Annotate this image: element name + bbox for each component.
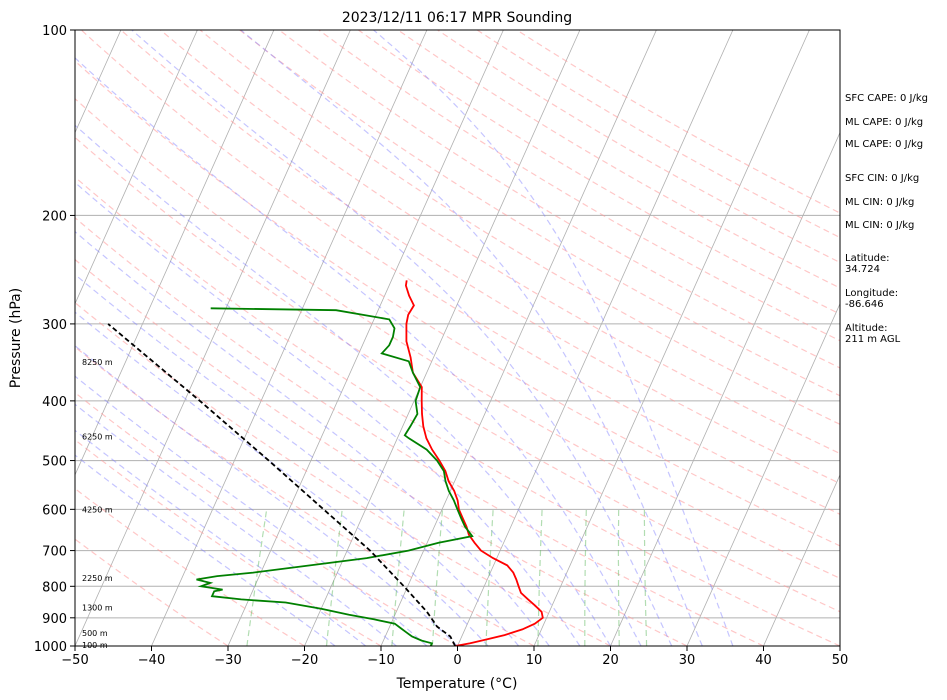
ml-cin-label: ML CIN: 0 J/kg [845,197,915,208]
y-tick-label: 900 [42,612,67,627]
mixing-ratio-line [643,509,648,646]
isotherm-line [75,30,351,646]
isotherm-line [75,30,198,305]
altitude-label: Altitude: 211 m AGL [845,323,901,345]
isotherm-line [533,30,810,646]
dry-adiabat-line [160,30,840,455]
x-axis-label: Temperature (°C) [396,676,518,692]
dry-adiabat-line [75,97,840,579]
height-label: 500 m [82,629,108,638]
temperature-profile-line [404,280,544,646]
y-tick-label: 500 [42,455,67,470]
dry-adiabat-line [75,60,840,547]
dry-adiabat-line [358,30,840,315]
moist-adiabat-line [373,30,734,646]
dry-adiabat-line [278,30,840,369]
x-tick-label: −50 [61,653,88,668]
x-tick-label: 20 [602,653,619,668]
moist-adiabat-line [75,230,550,646]
y-tick-label: 700 [42,545,67,560]
mixing-ratio-line [485,509,494,646]
y-tick-label: 200 [42,209,67,224]
mixing-ratio-line [537,509,543,646]
isotherm-line [380,30,657,646]
dry-adiabat-line [80,30,840,515]
y-tick-label: 300 [42,318,67,333]
ml-cape-label-2: ML CAPE: 0 J/kg [845,139,924,150]
ml-cape-label: ML CAPE: 0 J/kg [845,117,924,128]
x-tick-label: −40 [138,653,165,668]
mixing-ratio-line [325,509,343,646]
y-tick-label: 800 [42,580,67,595]
dewpoint-profile-line [196,307,474,646]
x-tick-label: −20 [291,653,318,668]
isotherm-line [610,131,840,646]
isotherm-line [75,30,275,476]
moist-adiabat-line [75,311,489,646]
dry-adiabat-line [199,30,840,425]
y-axis-label: Pressure (hPa) [8,288,24,388]
moist-adiabat-line [75,344,458,646]
y-tick-label: 100 [42,24,67,39]
isotherm-line [151,30,428,646]
mixing-ratio-line [246,509,268,646]
height-label: 8250 m [82,358,113,367]
longitude-label: Longitude: -86.646 [845,288,899,310]
y-tick-label: 400 [42,395,67,410]
dry-adiabat-line [120,30,840,485]
dry-adiabat-line [397,30,840,289]
isotherm-line [763,473,840,646]
latitude-label: Latitude: 34.724 [845,253,890,275]
height-label: 1300 m [82,604,113,613]
isotherm-line [457,30,734,646]
mixing-ratio-line [617,509,620,646]
moist-adiabat-line [75,273,520,646]
dry-adiabat-line [75,258,688,646]
chart-title: 2023/12/11 06:17 MPR Sounding [342,10,572,26]
x-tick-label: 30 [679,653,696,668]
sfc-cape-label: SFC CAPE: 0 J/kg [845,93,928,104]
isotherm-line [686,302,840,646]
moist-adiabat-line [75,375,428,646]
dry-adiabat-line [75,176,840,646]
dry-adiabat-line [75,439,382,646]
x-tick-label: 0 [453,653,461,668]
moist-adiabat-line [240,30,703,646]
sfc-cin-label: SFC CIN: 0 J/kg [845,173,920,184]
isotherm-line [227,30,504,646]
x-tick-label: −30 [214,653,241,668]
isotherm-line [304,30,581,646]
moist-adiabat-line [75,124,612,646]
x-tick-label: −10 [367,653,394,668]
dry-adiabat-line [75,538,229,646]
moist-adiabat-line [75,57,642,646]
parcel-path-line [107,323,456,646]
x-tick-label: 40 [755,653,772,668]
dry-adiabat-line [437,30,840,264]
dry-adiabat-line [75,136,840,613]
mixing-ratio-line [431,509,444,646]
dry-adiabat-line [239,30,840,397]
moist-adiabat-line [75,429,367,646]
dry-adiabat-line [75,301,611,646]
height-label: 2250 m [82,574,113,583]
x-tick-label: 50 [832,653,849,668]
dry-adiabat-line [75,346,535,646]
height-label: 4250 m [82,505,113,514]
y-tick-label: 1000 [34,640,67,655]
x-tick-label: 10 [526,653,543,668]
y-tick-label: 600 [42,503,67,518]
dry-adiabat-line [318,30,840,342]
ml-cin-label-2: ML CIN: 0 J/kg [845,220,915,231]
moist-adiabat-line [75,181,581,646]
height-label: 6250 m [82,433,113,442]
